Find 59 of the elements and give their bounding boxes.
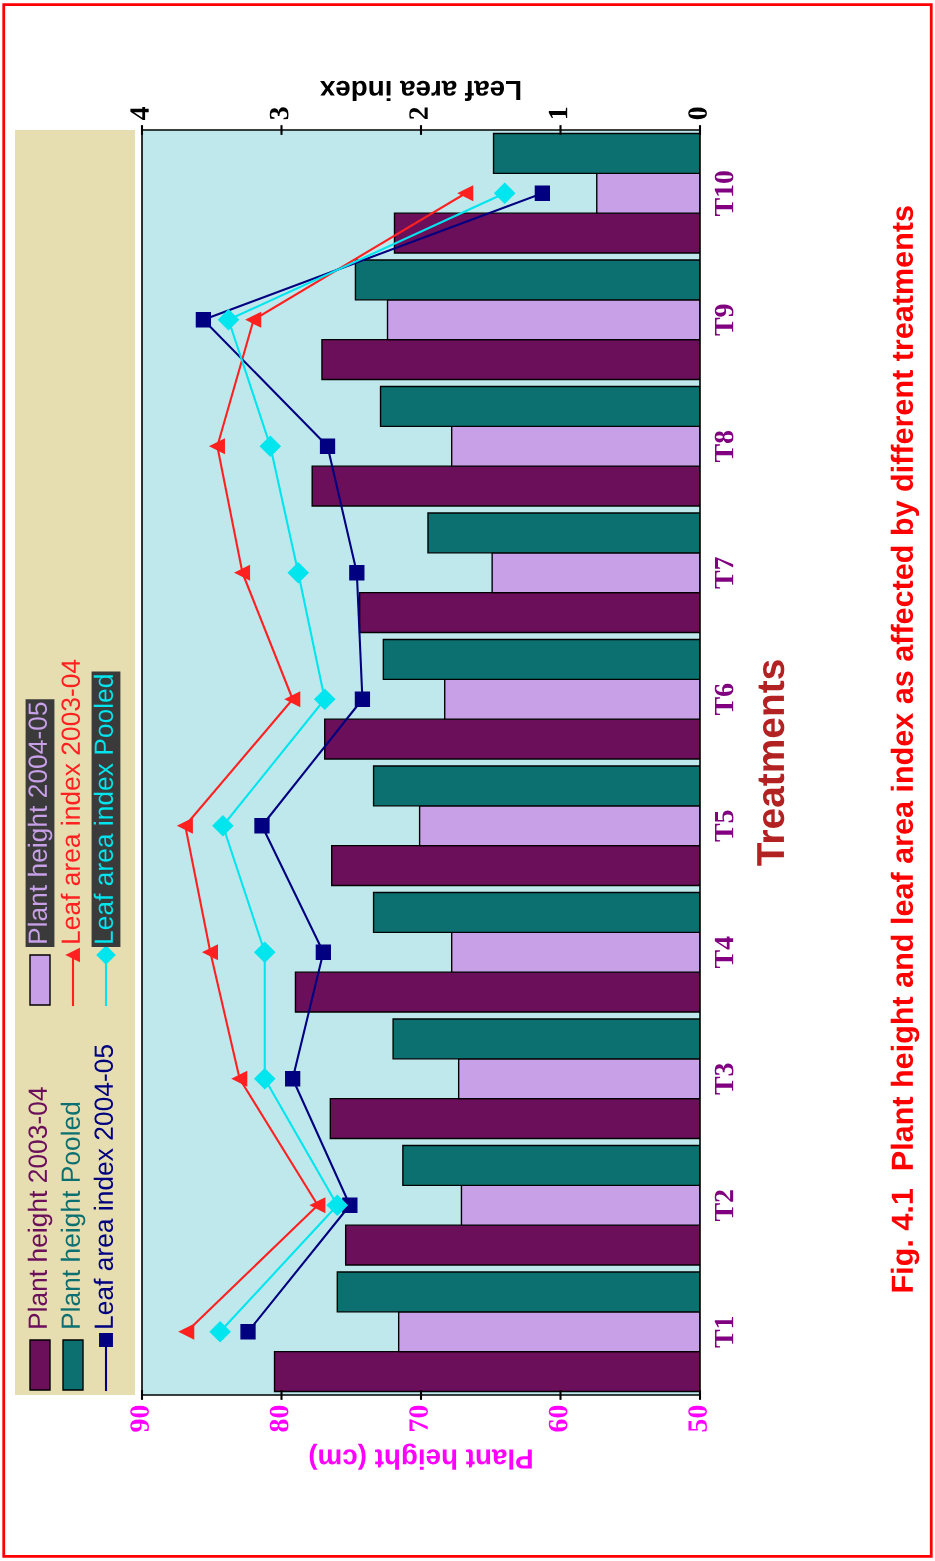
x2-axis-title: Leaf area index	[320, 80, 521, 102]
point	[202, 944, 218, 960]
text: Leaf area index 2004-05	[93, 1045, 114, 1328]
x-tick-label: 80	[269, 1405, 289, 1432]
y-tick-label: T4	[714, 936, 734, 969]
point	[240, 1324, 256, 1340]
point	[209, 1321, 231, 1343]
text: Leaf area index Pooled	[93, 675, 114, 943]
y-tick-label: T9	[714, 304, 734, 336]
point	[494, 182, 516, 204]
point	[209, 438, 225, 454]
text: Leaf area index 2003-04	[60, 659, 81, 943]
point	[310, 1197, 326, 1213]
point	[458, 185, 474, 201]
y-tick-label: T10	[714, 171, 734, 216]
y-tick-label: T2	[714, 1190, 734, 1222]
y-tick-label: T5	[714, 810, 734, 842]
point	[254, 1068, 276, 1090]
y-tick-label: T3	[714, 1063, 734, 1095]
point	[177, 818, 193, 834]
point	[349, 565, 365, 581]
point	[315, 944, 331, 960]
point	[254, 818, 270, 834]
text: Plant height 2003-04	[27, 1087, 53, 1328]
point	[314, 688, 336, 710]
x-tick-label: 60	[548, 1405, 568, 1432]
x2-tick-label: 0	[688, 107, 707, 120]
x-tick-label: 50	[688, 1405, 707, 1432]
point	[245, 312, 262, 328]
point	[212, 815, 234, 837]
point	[195, 312, 212, 328]
x2-tick-label: 3	[269, 107, 289, 120]
y-tick-label: T1	[714, 1316, 734, 1348]
point	[354, 691, 371, 707]
point	[232, 1071, 248, 1087]
x-tick-label: 90	[130, 1405, 149, 1432]
y-axis-title: Treatments	[757, 660, 785, 866]
point	[287, 562, 309, 584]
y-tick-label: T8	[714, 430, 734, 463]
y-tick-label: T7	[714, 557, 734, 589]
point	[326, 1194, 348, 1216]
x2-tick-label: 4	[130, 106, 149, 120]
y-tick-label: T6	[714, 683, 734, 716]
point	[285, 691, 301, 707]
x2-tick-label: 2	[409, 107, 428, 120]
x-tick-label: 70	[409, 1405, 428, 1431]
point	[234, 565, 251, 581]
x-axis-title: Plant height (cm)	[309, 1443, 532, 1470]
text: Plant height 2004-05	[27, 702, 53, 943]
text: Plant height Pooled	[60, 1102, 86, 1328]
x2-tick-label: 1	[548, 107, 568, 119]
point	[285, 1071, 301, 1087]
point	[179, 1324, 195, 1340]
point	[254, 941, 276, 963]
text: Fig. 4.1 Plant height and leaf area index as affected by different treatments	[890, 206, 920, 1292]
point	[217, 309, 240, 331]
point	[534, 185, 551, 201]
point	[319, 438, 336, 454]
point	[259, 435, 281, 457]
